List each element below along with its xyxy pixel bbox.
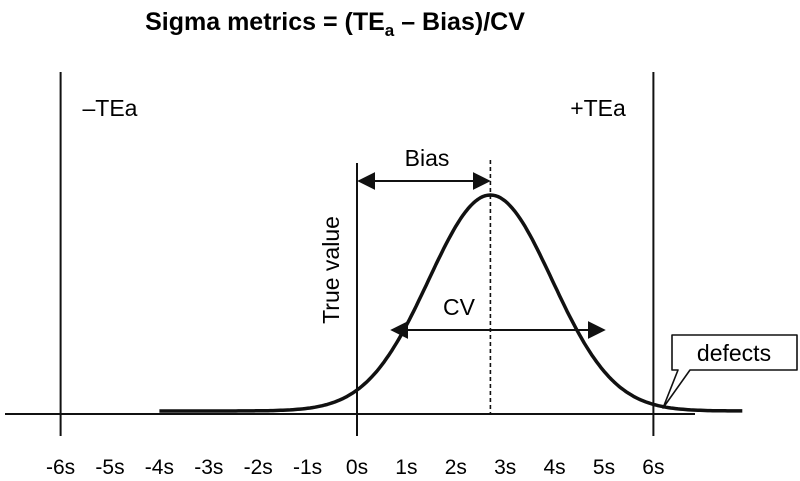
neg-tea-label: –TEa bbox=[83, 95, 138, 121]
title-suffix: – Bias)/CV bbox=[394, 8, 525, 36]
tick-label: -1s bbox=[293, 456, 322, 479]
defects-label: defects bbox=[697, 340, 771, 366]
pos-tea-label: +TEa bbox=[570, 95, 626, 121]
tick-label: 0s bbox=[346, 456, 368, 479]
tick-label: 4s bbox=[544, 456, 566, 479]
tick-label: -3s bbox=[194, 456, 223, 479]
title-prefix: Sigma metrics = (TE bbox=[145, 8, 385, 36]
distribution-curve bbox=[159, 193, 743, 413]
tick-label: 1s bbox=[395, 456, 417, 479]
tick-label: 2s bbox=[445, 456, 467, 479]
x-axis-tick-labels: -6s -5s -4s -3s -2s -1s 0s 1s 2s 3s 4s 5s 6s bbox=[46, 456, 664, 479]
tick-label: 5s bbox=[593, 456, 615, 479]
tick-label: -4s bbox=[145, 456, 174, 479]
tick-label: 6s bbox=[642, 456, 664, 479]
cv-label: CV bbox=[443, 294, 476, 320]
defects-callout-bubble bbox=[662, 334, 798, 409]
tick-label: -6s bbox=[46, 456, 75, 479]
bias-label: Bias bbox=[405, 145, 450, 171]
diagram-title: Sigma metrics = (TEa – Bias)/CV bbox=[145, 8, 525, 40]
true-value-label: True value bbox=[318, 216, 344, 324]
tick-label: -2s bbox=[244, 456, 273, 479]
tick-label: -5s bbox=[95, 456, 124, 479]
title-subscript: a bbox=[385, 21, 395, 40]
tick-label: 3s bbox=[494, 456, 516, 479]
